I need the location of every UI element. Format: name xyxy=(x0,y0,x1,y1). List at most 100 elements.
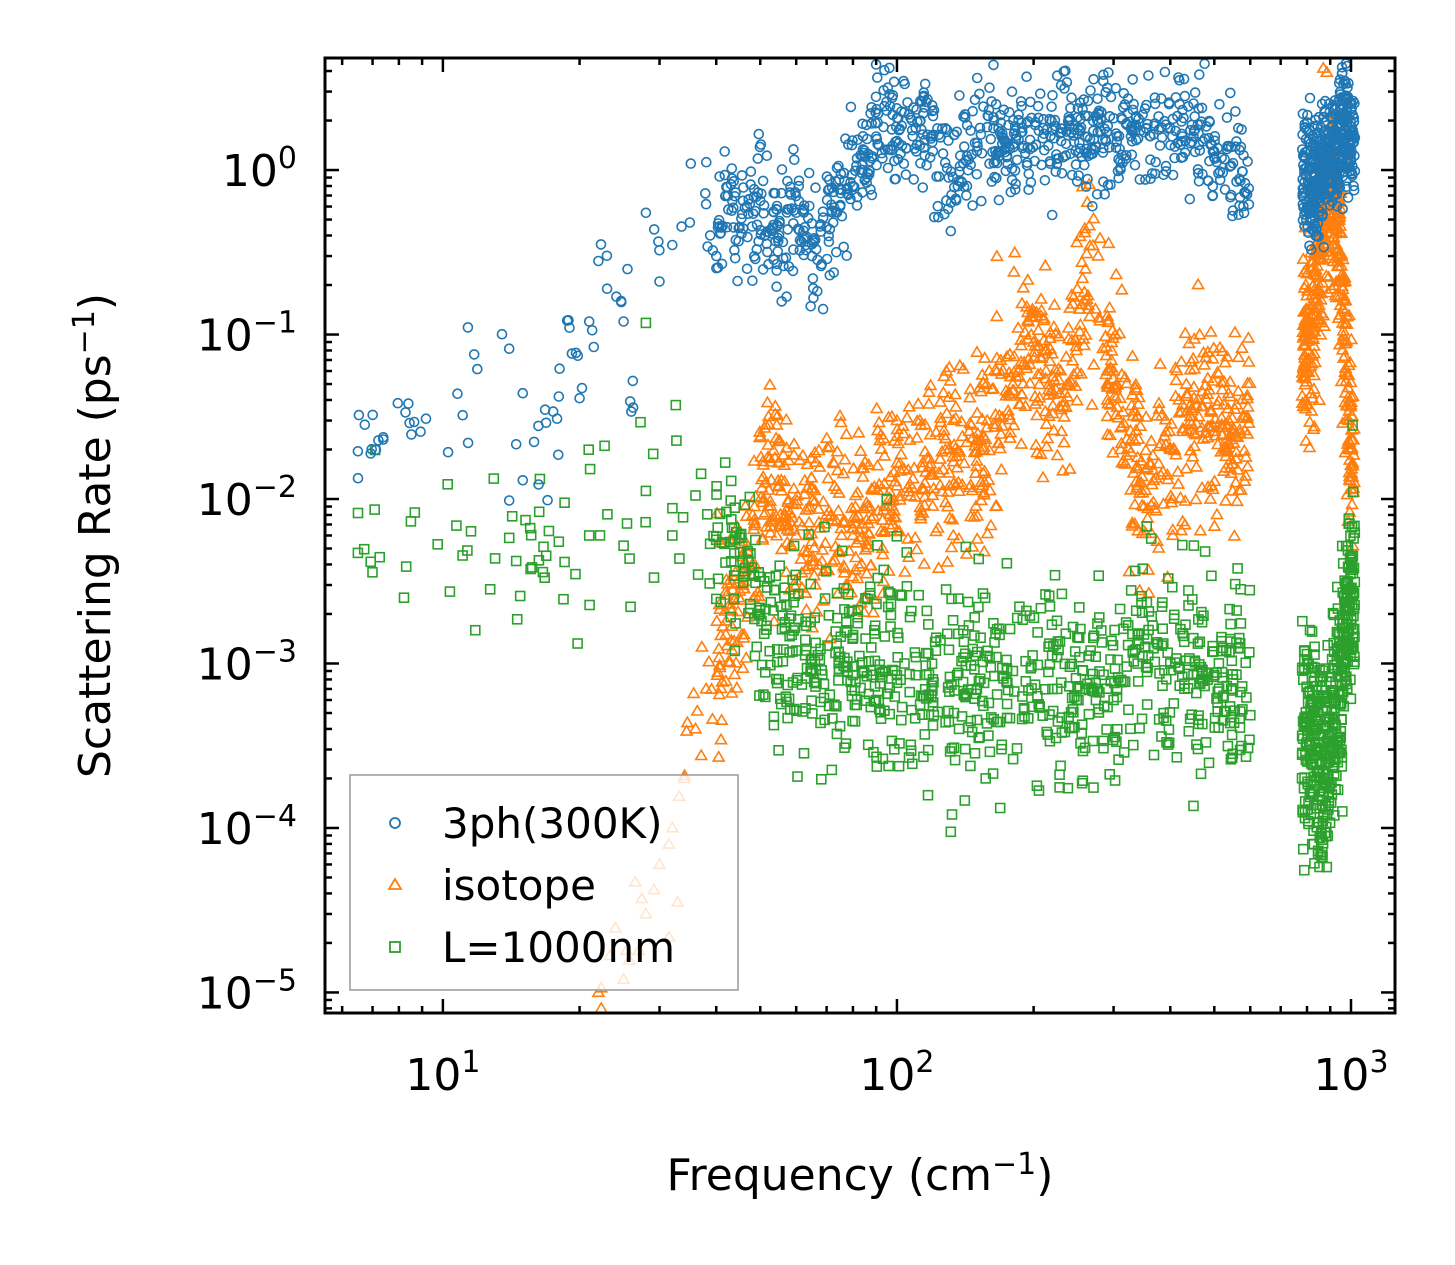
series-2-point xyxy=(621,518,633,529)
x-tick-label: 103 xyxy=(1313,1045,1388,1101)
series-2-point xyxy=(1348,658,1360,670)
series-1-point xyxy=(1217,397,1231,410)
series-1-point xyxy=(1107,389,1122,401)
series-2-point xyxy=(980,773,992,784)
series-1-point xyxy=(1210,397,1225,410)
series-2-point xyxy=(994,802,1006,814)
series-2-point xyxy=(1226,655,1238,667)
series-1-point xyxy=(1193,523,1208,536)
series-1-point xyxy=(724,576,739,588)
series-1-point xyxy=(918,417,932,430)
series-0-point xyxy=(817,212,829,223)
series-2-point xyxy=(1296,662,1308,674)
series-1-point xyxy=(1032,377,1047,390)
series-0-point xyxy=(392,397,404,409)
series-0-point xyxy=(1320,161,1332,172)
series-1-point xyxy=(1338,349,1352,362)
data-layer xyxy=(352,58,1362,1014)
series-1-point xyxy=(1053,363,1068,376)
series-0-point xyxy=(1321,193,1332,205)
series-2-point xyxy=(1161,736,1172,748)
series-1-point xyxy=(853,444,868,457)
series-2-point xyxy=(1302,778,1314,790)
series-2-point xyxy=(352,507,364,519)
series-1-point xyxy=(911,397,926,409)
series-1-point xyxy=(1335,301,1350,314)
series-1-point xyxy=(1180,386,1194,399)
series-1-point xyxy=(711,750,726,762)
series-1-point xyxy=(745,508,760,520)
series-1-point xyxy=(1063,462,1077,474)
series-0-point xyxy=(821,253,833,265)
series-2-point xyxy=(761,620,772,632)
series-1-point xyxy=(1054,402,1069,415)
series-0-point xyxy=(1303,136,1314,147)
series-0-point xyxy=(857,118,868,130)
series-0-point xyxy=(729,252,741,264)
series-0-point xyxy=(990,99,1002,110)
legend-label: 3ph(300K) xyxy=(442,799,662,848)
series-1-point xyxy=(980,526,995,539)
series-0-point xyxy=(1242,156,1253,167)
series-0-point xyxy=(1225,160,1237,171)
series-2-point xyxy=(927,720,939,731)
series-1-point xyxy=(1151,456,1166,469)
series-0-point xyxy=(1035,88,1046,99)
series-0-point xyxy=(1009,125,1021,136)
series-2-point xyxy=(526,562,538,573)
series-1-point xyxy=(910,431,924,443)
series-0-point xyxy=(954,90,965,101)
series-1-point xyxy=(955,429,970,442)
series-0-point xyxy=(939,157,951,169)
series-2-point xyxy=(824,689,836,701)
series-2-point xyxy=(852,617,863,629)
series-2-point xyxy=(847,715,858,727)
series-0-point xyxy=(1188,131,1199,142)
series-1-point xyxy=(1069,343,1084,356)
series-1-point xyxy=(922,451,937,464)
series-1-point xyxy=(815,543,830,555)
series-2-point xyxy=(1218,690,1229,702)
series-0-point xyxy=(788,205,800,216)
series-1-point xyxy=(1210,507,1224,520)
series-0-point xyxy=(1227,157,1239,169)
series-0-point xyxy=(700,156,712,168)
series-1-point xyxy=(989,309,1004,322)
series-2-point xyxy=(1083,708,1095,720)
series-1-point xyxy=(762,377,777,390)
series-1-point xyxy=(993,441,1007,454)
series-1-point xyxy=(1174,523,1189,536)
series-2-point xyxy=(982,645,993,657)
series-1-point xyxy=(1220,441,1234,454)
series-1-point xyxy=(931,561,946,574)
series-2-point xyxy=(1098,669,1109,681)
series-2-point xyxy=(1224,636,1236,647)
series-1-point xyxy=(846,528,860,541)
series-2-point xyxy=(1017,614,1029,626)
series-0-point xyxy=(919,150,931,161)
series-2-point xyxy=(725,555,737,567)
series-2-point xyxy=(751,641,763,653)
series-1-point xyxy=(754,490,768,503)
series-2-point xyxy=(538,541,549,553)
series-0-point xyxy=(1043,140,1054,152)
series-1-point xyxy=(1118,456,1133,469)
series-0-point xyxy=(648,224,660,235)
series-1-point xyxy=(1034,292,1049,304)
series-1-point xyxy=(771,473,786,486)
series-2-point xyxy=(1305,776,1317,788)
series-0-point xyxy=(861,177,873,189)
series-1-point xyxy=(925,499,940,511)
series-1-point xyxy=(1228,325,1242,338)
series-0-point xyxy=(845,101,857,113)
series-1-point xyxy=(1031,323,1046,336)
series-2-point xyxy=(539,572,551,584)
series-1-point xyxy=(848,550,863,563)
series-2-point xyxy=(1348,486,1359,498)
series-1-point xyxy=(1309,291,1324,304)
series-1-point xyxy=(1215,382,1229,395)
series-0-point xyxy=(751,244,763,255)
series-2-point xyxy=(1340,609,1351,621)
series-0-point xyxy=(1347,170,1358,182)
series-1-point xyxy=(1006,383,1021,396)
